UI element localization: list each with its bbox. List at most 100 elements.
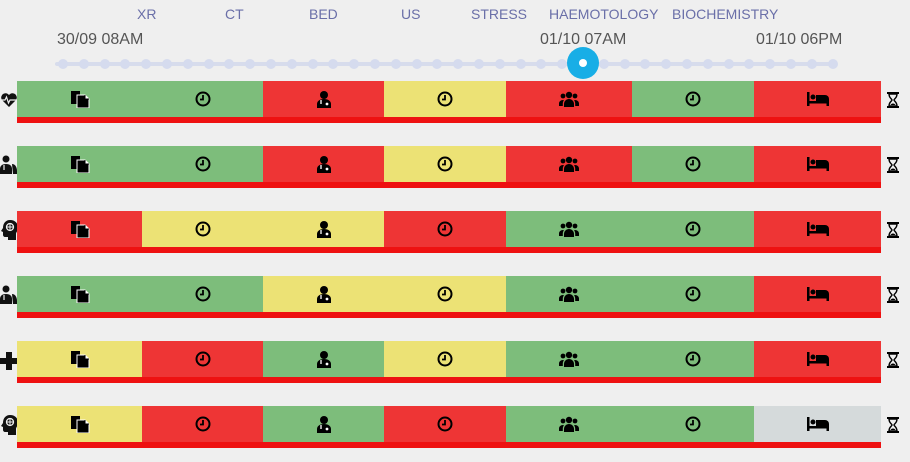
timeline-tick[interactable]	[494, 59, 505, 69]
timeline-tick[interactable]	[557, 59, 568, 69]
status-cell-ct[interactable]	[142, 276, 263, 312]
status-cell-xr[interactable]	[17, 406, 142, 442]
status-cell-haemotology[interactable]	[632, 146, 754, 182]
timeline-tick[interactable]	[702, 59, 713, 69]
timeline-tick[interactable]	[203, 59, 214, 69]
status-cell-xr[interactable]	[17, 146, 142, 182]
timeline-tick[interactable]	[723, 59, 734, 69]
status-cell-biochemistry[interactable]	[754, 81, 881, 117]
status-cell-haemotology[interactable]	[632, 211, 754, 247]
status-cell-bed[interactable]	[263, 341, 384, 377]
timeline-tick[interactable]	[765, 59, 776, 69]
timeline-slider-knob[interactable]	[567, 47, 599, 79]
hourglass-icon[interactable]	[886, 91, 900, 109]
status-cell-bed[interactable]	[263, 276, 384, 312]
status-cell-ct[interactable]	[142, 211, 263, 247]
timeline-tick[interactable]	[432, 59, 443, 69]
status-cell-us[interactable]	[384, 341, 506, 377]
status-cell-ct[interactable]	[142, 406, 263, 442]
status-cell-biochemistry[interactable]	[754, 341, 881, 377]
timeline-tick[interactable]	[453, 59, 464, 69]
status-cell-stress[interactable]	[506, 211, 632, 247]
hourglass-icon[interactable]	[886, 156, 900, 174]
timeline-tick[interactable]	[78, 59, 89, 69]
hourglass-icon[interactable]	[886, 416, 900, 434]
status-cell-us[interactable]	[384, 276, 506, 312]
status-cell-us[interactable]	[384, 146, 506, 182]
timeline-tick[interactable]	[349, 59, 360, 69]
patient-row[interactable]	[17, 341, 881, 383]
status-cell-stress[interactable]	[506, 341, 632, 377]
timeline-tick[interactable]	[141, 59, 152, 69]
timeline-tick[interactable]	[162, 59, 172, 69]
timeline-tick[interactable]	[827, 59, 838, 69]
status-cell-haemotology[interactable]	[632, 341, 754, 377]
status-cell-ct[interactable]	[142, 81, 263, 117]
status-cell-bed[interactable]	[263, 211, 384, 247]
status-cell-stress[interactable]	[506, 146, 632, 182]
status-cell-haemotology[interactable]	[632, 276, 754, 312]
status-cell-us[interactable]	[384, 81, 506, 117]
status-cell-stress[interactable]	[506, 81, 632, 117]
category-xr[interactable]: XR	[137, 6, 157, 22]
timeline-tick[interactable]	[806, 59, 817, 69]
timeline-tick[interactable]	[99, 59, 110, 69]
timeline-tick[interactable]	[370, 59, 380, 69]
timeline-tick[interactable]	[619, 59, 630, 69]
timeline-tick[interactable]	[786, 59, 796, 69]
status-cell-ct[interactable]	[142, 341, 263, 377]
status-cell-biochemistry[interactable]	[754, 406, 881, 442]
timeline-tick[interactable]	[515, 59, 526, 69]
status-cell-haemotology[interactable]	[632, 406, 754, 442]
category-stress[interactable]: STRESS	[471, 6, 528, 22]
patient-row[interactable]	[17, 81, 881, 123]
status-cell-biochemistry[interactable]	[754, 146, 881, 182]
status-cell-xr[interactable]	[17, 81, 142, 117]
timeline-tick[interactable]	[682, 59, 692, 69]
status-cell-biochemistry[interactable]	[754, 276, 881, 312]
timeline-tick[interactable]	[58, 59, 68, 69]
patient-row[interactable]	[17, 276, 881, 318]
status-cell-xr[interactable]	[17, 341, 142, 377]
patient-row[interactable]	[17, 146, 881, 188]
timeline-tick[interactable]	[286, 59, 297, 69]
status-cell-biochemistry[interactable]	[754, 211, 881, 247]
category-us[interactable]: US	[401, 6, 421, 22]
timeline-tick[interactable]	[536, 59, 547, 69]
timeline-tick[interactable]	[182, 59, 193, 69]
status-cell-xr[interactable]	[17, 211, 142, 247]
timeline-tick[interactable]	[744, 59, 755, 69]
timeline-tick[interactable]	[328, 59, 339, 69]
status-cell-haemotology[interactable]	[632, 81, 754, 117]
category-haemotology[interactable]: HAEMOTOLOGY	[549, 6, 659, 22]
category-bed[interactable]: BED	[309, 6, 338, 22]
timeline-tick[interactable]	[307, 59, 318, 69]
status-cell-stress[interactable]	[506, 406, 632, 442]
status-cell-xr[interactable]	[17, 276, 142, 312]
status-cell-stress[interactable]	[506, 276, 632, 312]
status-cell-us[interactable]	[384, 211, 506, 247]
timeline-tick[interactable]	[245, 59, 256, 69]
timeline-tick[interactable]	[266, 59, 276, 69]
hourglass-icon[interactable]	[886, 351, 900, 369]
timeline-tick[interactable]	[411, 59, 422, 69]
status-cell-bed[interactable]	[263, 146, 384, 182]
patient-row[interactable]	[17, 406, 881, 448]
hourglass-icon[interactable]	[886, 286, 900, 304]
timeline-track[interactable]	[55, 62, 835, 66]
timeline-tick[interactable]	[640, 59, 651, 69]
timeline-tick[interactable]	[120, 59, 131, 69]
hourglass-icon[interactable]	[886, 221, 900, 239]
patient-row[interactable]	[17, 211, 881, 253]
timeline-tick[interactable]	[661, 59, 672, 69]
status-cell-us[interactable]	[384, 406, 506, 442]
timeline-tick[interactable]	[598, 59, 609, 69]
status-cell-bed[interactable]	[263, 81, 384, 117]
timeline-tick[interactable]	[224, 59, 235, 69]
timeline-tick[interactable]	[474, 59, 484, 69]
status-cell-ct[interactable]	[142, 146, 263, 182]
timeline-tick[interactable]	[390, 59, 401, 69]
category-biochemistry[interactable]: BIOCHEMISTRY	[672, 6, 779, 22]
status-cell-bed[interactable]	[263, 406, 384, 442]
category-ct[interactable]: CT	[225, 6, 244, 22]
